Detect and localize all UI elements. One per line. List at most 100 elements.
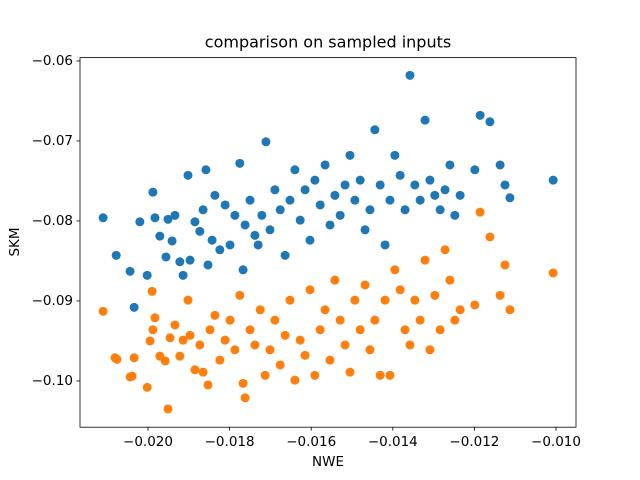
point [365,345,375,355]
plot-frame [79,57,577,428]
point [340,340,350,350]
point [220,200,230,210]
point [315,200,325,210]
point [548,268,558,278]
chart-title: comparison on sampled inputs [205,33,451,52]
point [148,325,158,335]
point [145,336,155,346]
point [385,370,395,380]
point [275,360,285,370]
x-tick-label: −0.014 [368,434,418,450]
point [495,290,505,300]
point [335,315,345,325]
point [455,190,465,200]
point [325,220,335,230]
point [505,193,515,203]
point [170,210,180,220]
point [220,335,230,345]
point [190,365,200,375]
point [112,354,122,364]
point [257,210,267,220]
point [210,190,220,200]
point [470,165,480,175]
x-tick-label: −0.016 [286,434,336,450]
point [500,260,510,270]
point [165,333,175,343]
point [300,185,310,195]
point [185,255,195,265]
point [325,355,335,365]
point [410,180,420,190]
point [420,255,430,265]
point [435,205,445,215]
x-tick-label: −0.010 [531,434,581,450]
point [305,235,315,245]
point [360,225,370,235]
y-tick-label: −0.09 [32,293,73,309]
point [163,214,173,224]
point [430,290,440,300]
point [207,235,217,245]
x-tick-label: −0.020 [123,434,173,450]
point [340,180,350,190]
point [495,160,505,170]
point [290,375,300,385]
point [250,230,260,240]
point [425,175,435,185]
point [430,190,440,200]
point [147,286,157,296]
point [370,125,380,135]
point [345,150,355,160]
point [142,270,152,280]
point [178,270,188,280]
point [470,300,480,310]
point [260,370,270,380]
point [245,195,255,205]
x-axis-label: NWE [312,454,344,470]
point [238,378,248,388]
point [305,285,315,295]
point [320,160,330,170]
point [420,115,430,125]
point [178,335,188,345]
point [310,370,320,380]
point [455,305,465,315]
x-tick-label: −0.018 [205,434,255,450]
point [330,275,340,285]
point [500,180,510,190]
point [370,315,380,325]
point [345,367,355,377]
point [270,315,280,325]
point [360,280,370,290]
point [290,165,300,175]
point [440,185,450,195]
point [415,315,425,325]
point [350,295,360,305]
point [485,117,495,127]
point [450,315,460,325]
point [160,356,170,366]
point [365,205,375,215]
point [203,380,213,390]
point [355,175,365,185]
point [183,295,193,305]
point [148,187,158,197]
point [395,170,405,180]
point [400,325,410,335]
point [245,325,255,335]
point [395,285,405,295]
point [125,266,135,276]
point [295,215,305,225]
point [150,313,160,323]
point [405,340,415,350]
y-tick-label: −0.08 [32,213,73,229]
point [475,110,485,120]
point [98,306,108,316]
point [285,195,295,205]
point [375,180,385,190]
point [230,210,240,220]
point [155,231,165,241]
point [215,355,225,365]
point [225,315,235,325]
